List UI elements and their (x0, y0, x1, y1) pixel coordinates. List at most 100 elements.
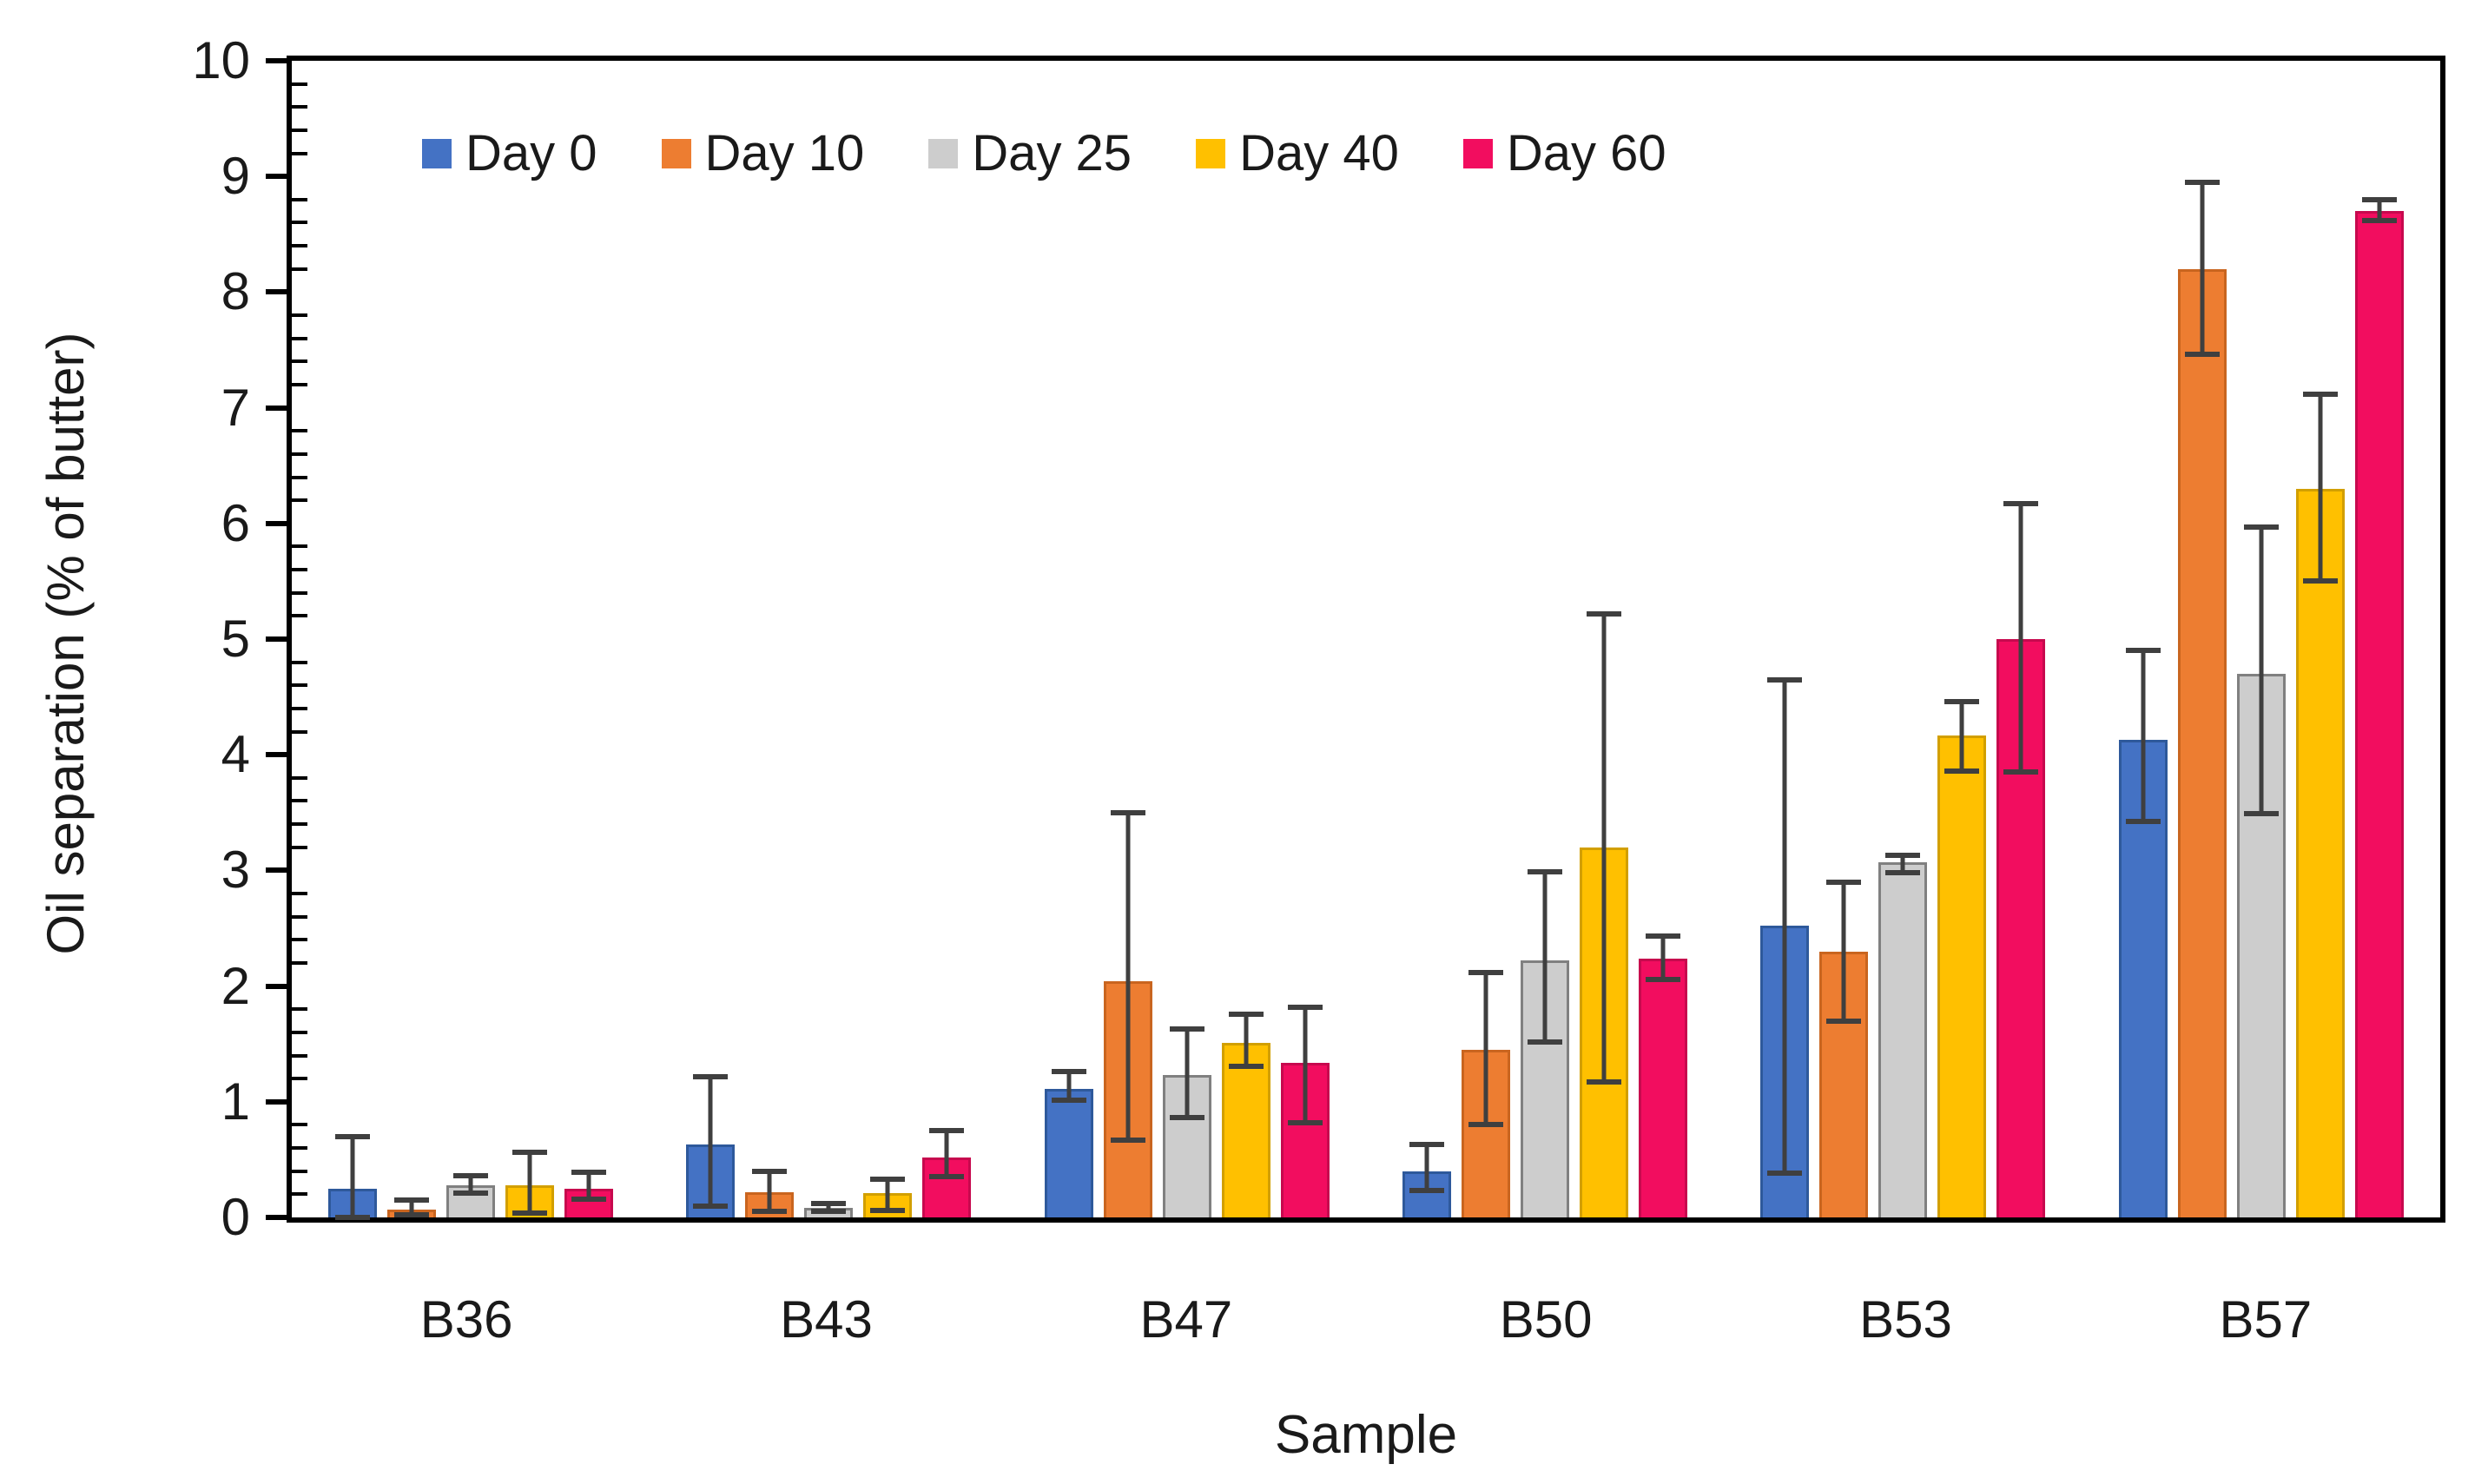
error-bar-cap-bottom (752, 1209, 788, 1215)
y-tick-label: 3 (221, 841, 250, 900)
error-bar (1841, 881, 1846, 1021)
x-axis-title: Sample (1274, 1405, 1458, 1465)
error-bar (1782, 679, 1787, 1174)
y-minor-tick (292, 1192, 307, 1197)
error-bar-cap-top (1528, 868, 1563, 874)
y-minor-tick (292, 892, 307, 896)
y-minor-tick (292, 1077, 307, 1081)
bar-group-b57 (2082, 61, 2440, 1217)
y-tick-label: 1 (221, 1072, 250, 1131)
bar-cell-b36-day-10 (387, 61, 437, 1218)
error-bar-cap-bottom (1468, 1122, 1504, 1128)
error-bar-cap-bottom (2243, 811, 2279, 817)
y-tick-label: 9 (221, 147, 250, 206)
error-bar-cap-bottom (929, 1174, 965, 1180)
bar-cell-b47-day-25 (1162, 61, 1211, 1217)
y-major-tick (266, 1215, 292, 1220)
error-bar-cap-bottom (1110, 1137, 1145, 1143)
y-minor-tick (292, 313, 307, 318)
x-category-labels: B36 B43 B47 B50 B53 B57 (287, 1294, 2445, 1363)
y-minor-tick (292, 475, 307, 479)
bar-cell-b53-day-0 (1760, 61, 1810, 1217)
error-bar-cap-bottom (2361, 217, 2397, 223)
y-major-tick (266, 867, 292, 874)
y-major-tick (266, 58, 292, 63)
error-bar-cap-bottom (1169, 1115, 1204, 1121)
y-minor-tick (292, 105, 307, 109)
bar-cell-b57-day-0 (2118, 61, 2168, 1217)
error-bar-cap-top (2243, 524, 2279, 530)
error-bar (1900, 855, 1905, 874)
x-category-label-b43: B43 (780, 1290, 873, 1349)
y-major-tick (266, 752, 292, 758)
error-bar-cap-top (1468, 969, 1504, 975)
error-bar (708, 1076, 713, 1206)
error-bar (1424, 1144, 1429, 1191)
error-bar (944, 1131, 949, 1177)
error-bar-cap-top (929, 1128, 965, 1134)
bar-cell-b47-day-0 (1044, 61, 1093, 1217)
error-bar-cap-top (2125, 648, 2161, 654)
error-bar-cap-top (2003, 501, 2039, 507)
bar-cell-b57-day-40 (2295, 61, 2345, 1217)
error-bar-cap-bottom (1409, 1188, 1445, 1194)
bar-cell-b36-day-40 (505, 61, 555, 1217)
error-bar-cap-top (1110, 809, 1145, 815)
y-minor-tick (292, 429, 307, 433)
error-bar-cap-bottom (1587, 1079, 1622, 1085)
y-minor-tick (292, 82, 307, 86)
bar (1639, 958, 1688, 1217)
legend-swatch-icon (661, 139, 691, 168)
y-minor-tick (292, 938, 307, 942)
legend: Day 0 Day 10 Day 25 Day 40 Day 60 (422, 129, 1666, 179)
legend-swatch-icon (1462, 139, 1493, 168)
error-bar-cap-top (811, 1201, 847, 1207)
bar-cell-b47-day-10 (1103, 61, 1152, 1217)
bar-group-b36 (292, 61, 650, 1220)
y-minor-tick (292, 452, 307, 456)
bar-cell-b36-day-0 (328, 61, 378, 1220)
bar-cell-b50-day-10 (1462, 61, 1511, 1217)
y-minor-tick (292, 914, 307, 919)
error-bar-cap-top (394, 1197, 430, 1204)
error-bar-cap-top (2184, 179, 2220, 185)
y-minor-tick (292, 683, 307, 688)
x-category-label-b53: B53 (1859, 1290, 1952, 1349)
error-bar-cap-top (1944, 698, 1980, 704)
error-bar-cap-bottom (811, 1209, 847, 1215)
bar-cell-b43-day-60 (922, 61, 972, 1217)
error-bar-cap-bottom (1826, 1018, 1862, 1024)
bar-cell-b43-day-40 (863, 61, 913, 1217)
y-major-tick (266, 405, 292, 411)
y-minor-tick (292, 221, 307, 225)
y-minor-tick (292, 614, 307, 618)
error-bar-cap-bottom (1767, 1171, 1803, 1177)
error-bar-cap-top (512, 1150, 548, 1156)
error-bar (2259, 526, 2264, 815)
y-minor-tick (292, 244, 307, 248)
error-bar (1660, 936, 1666, 979)
bar (2295, 488, 2345, 1217)
bar (2354, 211, 2404, 1217)
legend-item-day-25: Day 25 (928, 129, 1132, 179)
bars-layer (292, 61, 2440, 1220)
y-minor-tick (292, 1007, 307, 1012)
error-bar-cap-top (1228, 1011, 1264, 1017)
error-bar-cap-bottom (2302, 578, 2338, 584)
error-bar-cap-bottom (1944, 768, 1980, 774)
y-minor-tick (292, 498, 307, 503)
error-bar-cap-bottom (2184, 352, 2220, 358)
y-tick-label: 5 (221, 610, 250, 668)
error-bar (1185, 1028, 1190, 1118)
bar-cell-b50-day-60 (1639, 61, 1688, 1217)
error-bar-cap-bottom (693, 1203, 729, 1209)
y-major-tick (266, 520, 292, 526)
error-bar-cap-bottom (1287, 1119, 1323, 1125)
legend-item-day-40: Day 40 (1196, 129, 1399, 179)
error-bar (1125, 812, 1131, 1140)
bar-cell-b53-day-25 (1878, 61, 1928, 1217)
y-minor-tick (292, 382, 307, 386)
legend-item-day-60: Day 60 (1462, 129, 1666, 179)
bar (2177, 268, 2227, 1217)
y-minor-tick (292, 590, 307, 595)
